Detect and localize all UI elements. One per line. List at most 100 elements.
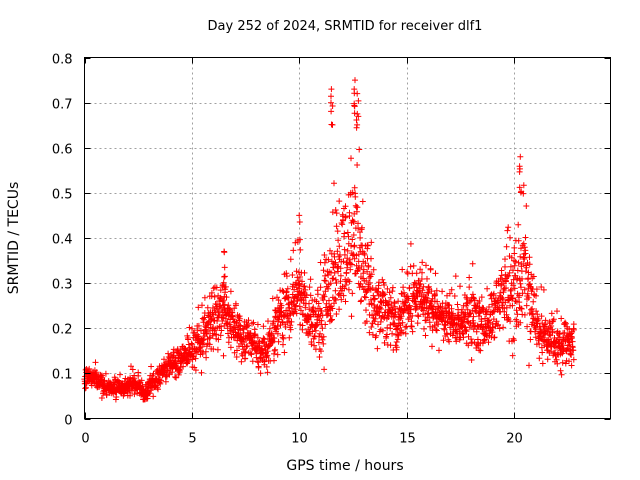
- data-point: [215, 336, 222, 343]
- data-point: [417, 266, 424, 273]
- data-point: [351, 86, 358, 93]
- data-point: [202, 348, 209, 355]
- data-point: [176, 367, 183, 374]
- data-point: [138, 377, 145, 384]
- data-point: [292, 302, 299, 309]
- data-point: [535, 316, 542, 322]
- data-point: [506, 269, 513, 276]
- data-point: [454, 301, 461, 308]
- data-point: [419, 259, 426, 266]
- data-point: [503, 243, 510, 250]
- data-point: [464, 306, 471, 313]
- data-point: [272, 346, 279, 353]
- data-point: [266, 343, 273, 350]
- data-point: [93, 369, 100, 376]
- data-point: [517, 280, 524, 287]
- data-point: [409, 312, 416, 319]
- data-point: [349, 236, 356, 243]
- data-point: [467, 298, 473, 305]
- data-point: [489, 301, 495, 308]
- data-point: [250, 319, 257, 326]
- data-point: [332, 287, 339, 294]
- data-point: [377, 318, 384, 325]
- data-point: [285, 294, 292, 301]
- data-point: [452, 273, 459, 280]
- data-point: [512, 258, 519, 265]
- data-point: [511, 262, 518, 269]
- data-point: [530, 298, 537, 305]
- data-point: [400, 329, 406, 336]
- data-point: [562, 319, 569, 326]
- data-point: [177, 364, 184, 371]
- data-point: [343, 269, 350, 276]
- data-point: [350, 232, 357, 238]
- data-point: [355, 225, 362, 232]
- data-point: [378, 306, 384, 312]
- data-point: [506, 296, 513, 303]
- data-point: [275, 297, 282, 304]
- data-point: [504, 314, 511, 321]
- data-point: [329, 305, 336, 312]
- data-point: [373, 332, 380, 339]
- data-point: [477, 347, 484, 354]
- data-point: [353, 117, 360, 123]
- data-point: [331, 300, 337, 307]
- data-point: [520, 182, 527, 189]
- data-point: [446, 302, 453, 309]
- data-point: [339, 221, 346, 228]
- data-point: [341, 230, 348, 237]
- data-point: [278, 302, 285, 309]
- data-point: [517, 153, 524, 160]
- data-point: [408, 323, 415, 330]
- data-point: [507, 318, 514, 325]
- data-point: [154, 384, 161, 391]
- data-point: [533, 286, 540, 293]
- data-points: [81, 77, 577, 403]
- data-point: [127, 389, 134, 396]
- data-point: [457, 283, 463, 290]
- data-point: [325, 285, 332, 292]
- data-point: [117, 371, 123, 378]
- data-point: [366, 279, 373, 286]
- data-point: [325, 256, 332, 263]
- data-point: [345, 286, 352, 293]
- data-point: [363, 289, 370, 296]
- data-point: [511, 244, 518, 251]
- data-point: [389, 284, 396, 291]
- data-point: [523, 264, 530, 271]
- data-point: [286, 334, 293, 341]
- data-point: [539, 320, 546, 327]
- data-point: [427, 266, 434, 273]
- data-point: [221, 301, 228, 308]
- data-point: [364, 242, 371, 249]
- data-point: [507, 234, 513, 241]
- data-point: [321, 293, 328, 300]
- data-point: [211, 307, 218, 314]
- data-point: [360, 270, 367, 277]
- data-point: [534, 311, 541, 318]
- data-point: [410, 262, 417, 269]
- data-point: [375, 285, 382, 292]
- data-point: [357, 234, 364, 241]
- data-point: [416, 282, 423, 288]
- data-point: [328, 99, 334, 106]
- data-point: [329, 121, 336, 128]
- data-point: [415, 313, 422, 320]
- data-point: [332, 259, 339, 266]
- data-point: [371, 302, 378, 308]
- data-point: [305, 317, 312, 323]
- data-point: [341, 246, 348, 253]
- data-point: [334, 248, 341, 255]
- data-point: [433, 326, 439, 333]
- data-point: [508, 286, 515, 293]
- data-point: [371, 295, 378, 302]
- data-point: [562, 360, 569, 367]
- data-point: [210, 285, 217, 292]
- data-point: [557, 367, 564, 374]
- data-point: [379, 327, 386, 334]
- data-point: [244, 343, 251, 349]
- data-point: [476, 298, 483, 304]
- data-point: [509, 352, 516, 359]
- data-point: [446, 338, 453, 345]
- data-point: [511, 285, 518, 292]
